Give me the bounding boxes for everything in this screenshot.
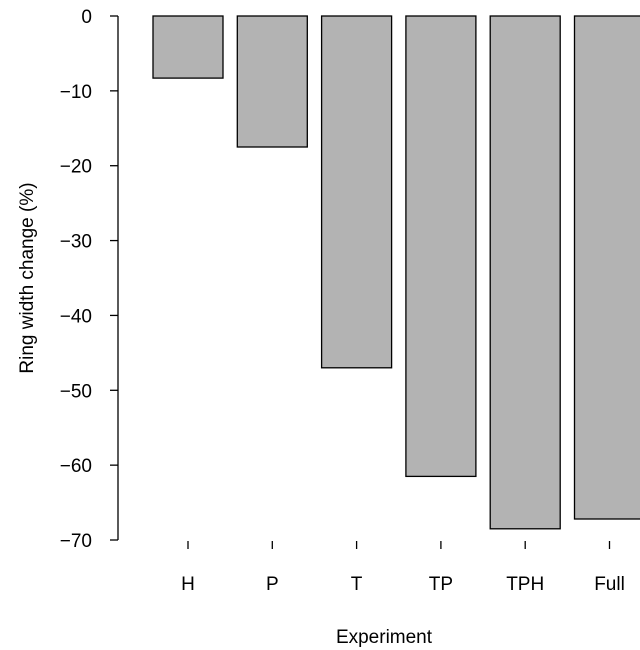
bar-h xyxy=(152,15,224,79)
y-tick-label: −50 xyxy=(60,381,92,402)
y-tick-label: −10 xyxy=(60,82,92,103)
x-tick-label-p: P xyxy=(266,574,279,595)
y-tick-label: −20 xyxy=(60,157,92,178)
x-tick-label-tph: TPH xyxy=(506,574,544,595)
bar-tph xyxy=(489,15,561,530)
x-tick-label-full: Full xyxy=(594,574,625,595)
y-axis-label: Ring width change (%) xyxy=(17,182,38,373)
x-tick-label-h: H xyxy=(181,574,195,595)
y-tick-label: 0 xyxy=(81,7,92,28)
bar-t xyxy=(320,15,393,369)
y-axis: 0 −10 −20 −30 −40 −50 −60 −70 xyxy=(60,7,119,552)
x-tick-label-t: T xyxy=(351,574,363,595)
x-tick-label-tp: TP xyxy=(429,574,453,595)
bar-tp xyxy=(405,15,477,478)
y-tick-label: −30 xyxy=(60,232,92,253)
y-tick-label: −60 xyxy=(60,456,92,477)
y-tick-label: −40 xyxy=(60,306,92,327)
y-tick-label: −70 xyxy=(60,531,92,552)
bars-group xyxy=(152,15,640,530)
x-axis: H P T TP TPH Full xyxy=(181,541,625,595)
x-axis-label: Experiment xyxy=(336,627,433,648)
bar-p xyxy=(236,15,308,148)
bar-full xyxy=(573,15,640,520)
